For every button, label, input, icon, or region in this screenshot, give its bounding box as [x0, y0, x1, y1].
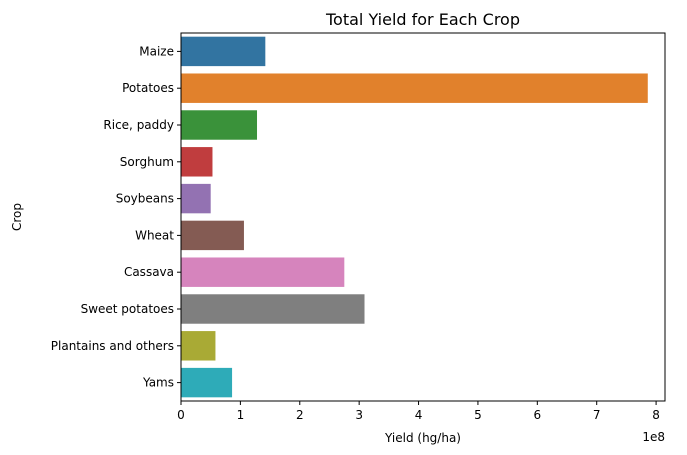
y-tick-label: Maize — [139, 44, 174, 58]
bar-sorghum — [181, 147, 213, 177]
chart-title: Total Yield for Each Crop — [325, 10, 520, 29]
y-tick-label: Rice, paddy — [103, 118, 174, 132]
bar-potatoes — [181, 73, 648, 103]
bar-cassava — [181, 257, 345, 287]
y-tick-label: Plantains and others — [51, 339, 174, 353]
x-tick-label: 3 — [355, 408, 363, 422]
bar-rice-paddy — [181, 110, 258, 140]
y-axis-label: Crop — [10, 203, 24, 231]
bar-sweet-potatoes — [181, 294, 365, 324]
x-tick-label: 5 — [474, 408, 482, 422]
y-tick-label: Sorghum — [120, 155, 174, 169]
x-tick-label: 0 — [177, 408, 185, 422]
x-tick-label: 2 — [296, 408, 304, 422]
y-tick-label: Wheat — [135, 228, 174, 242]
x-tick-label: 8 — [652, 408, 660, 422]
bar-yams — [181, 367, 233, 398]
y-tick-label: Potatoes — [122, 81, 174, 95]
bar-maize — [181, 36, 266, 67]
y-tick-label: Yams — [142, 376, 174, 390]
plot-area: Maize Potatoes Rice, paddy Sorghum Soybeans W… — [51, 36, 660, 422]
y-tick-label: Cassava — [124, 265, 174, 279]
x-tick-label: 6 — [533, 408, 541, 422]
bar-soybeans — [181, 183, 211, 214]
y-tick-label: Soybeans — [116, 192, 174, 206]
bar-plantains-and-others — [181, 331, 216, 361]
bar-wheat — [181, 220, 244, 251]
y-tick-label: Sweet potatoes — [81, 302, 174, 316]
x-tick-label: 4 — [415, 408, 423, 422]
x-tick-label: 1 — [237, 408, 245, 422]
x-axis-label: Yield (hg/ha) — [384, 431, 461, 445]
plot-frame — [180, 32, 666, 402]
x-axis-offset-text: 1e8 — [642, 430, 665, 444]
x-tick-label: 7 — [593, 408, 601, 422]
